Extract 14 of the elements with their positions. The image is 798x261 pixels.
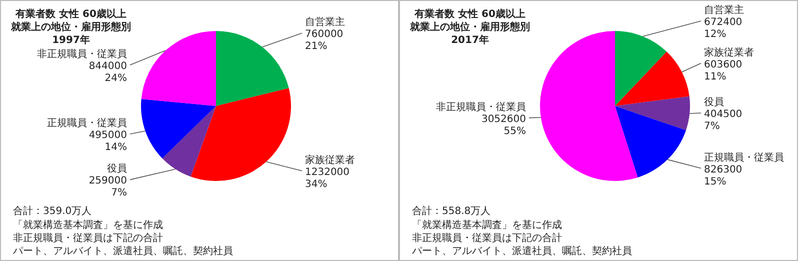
text: 「就業構造基本調査」を基に作成 [13, 219, 163, 231]
text: 非正規職員・従業員は下記の合計 [412, 232, 562, 244]
text: パート、アルバイト、派遣社員、嘱託、契約社員 [12, 245, 233, 257]
text: 「就業構造基本調査」を基に作成 [412, 219, 562, 231]
text: 1997年 [52, 34, 90, 46]
chart-title: 有業者数 女性 60歳以上 [14, 8, 126, 20]
text: 合計：359.0万人 [13, 205, 92, 217]
chart-title: 有業者数 女性 60歳以上 [414, 8, 526, 20]
text: パート、アルバイト、派遣社員、嘱託、契約社員 [411, 245, 632, 257]
text: 就業上の地位・雇用形態別 [10, 21, 131, 33]
text: 非正規職員・従業員は下記の合計 [13, 232, 163, 244]
text: 就業上の地位・雇用形態別 [409, 21, 530, 33]
text: 2017年 [451, 34, 489, 46]
text: 合計：558.8万人 [412, 205, 491, 217]
